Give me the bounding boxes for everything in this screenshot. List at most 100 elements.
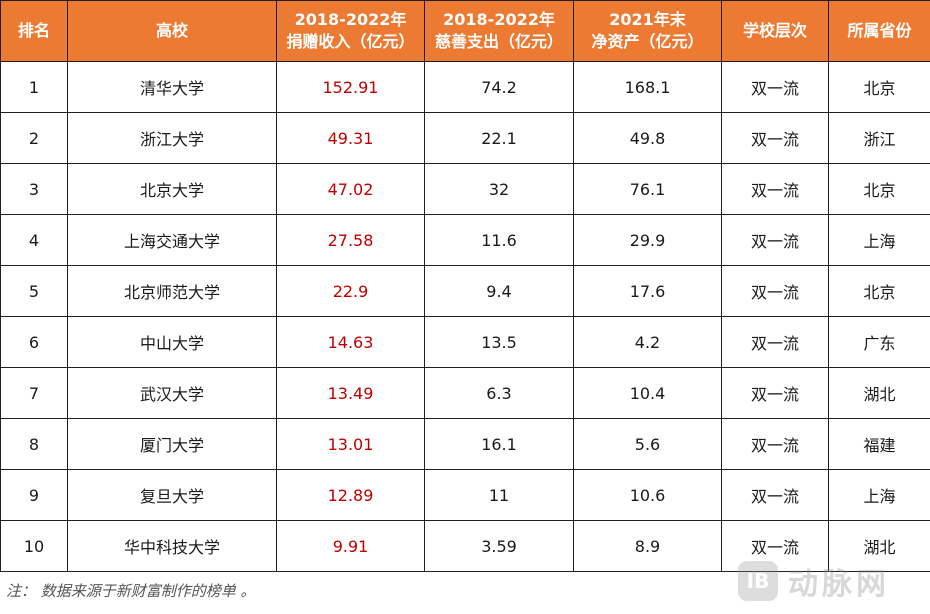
cell-assets: 4.2: [573, 316, 722, 368]
cell-school: 复旦大学: [67, 469, 277, 521]
cell-school: 武汉大学: [67, 367, 277, 419]
table-row: 7 武汉大学 13.49 6.3 10.4 双一流 湖北: [0, 367, 930, 419]
cell-rank: 5: [0, 265, 68, 317]
cell-level: 双一流: [721, 469, 829, 521]
table-row: 1 清华大学 152.91 74.2 168.1 双一流 北京: [0, 61, 930, 113]
cell-spending: 11.6: [424, 214, 574, 266]
cell-school: 厦门大学: [67, 418, 277, 470]
cell-level: 双一流: [721, 61, 829, 113]
table-row: 10 华中科技大学 9.91 3.59 8.9 双一流 湖北: [0, 520, 930, 572]
cell-assets: 76.1: [573, 163, 722, 215]
cell-rank: 3: [0, 163, 68, 215]
header-line: 2021年末: [609, 10, 686, 29]
cell-level: 双一流: [721, 265, 829, 317]
cell-donation: 47.02: [276, 163, 425, 215]
cell-rank: 4: [0, 214, 68, 266]
table-row: 4 上海交通大学 27.58 11.6 29.9 双一流 上海: [0, 214, 930, 266]
cell-assets: 10.4: [573, 367, 722, 419]
header-line: 捐赠收入（亿元）: [286, 32, 415, 51]
cell-spending: 6.3: [424, 367, 574, 419]
cell-assets: 17.6: [573, 265, 722, 317]
table-row: 5 北京师范大学 22.9 9.4 17.6 双一流 北京: [0, 265, 930, 317]
cell-spending: 22.1: [424, 112, 574, 164]
cell-school: 北京师范大学: [67, 265, 277, 317]
header-line: 高校: [155, 21, 188, 40]
cell-assets: 49.8: [573, 112, 722, 164]
cell-donation: 12.89: [276, 469, 425, 521]
header-school: 高校: [67, 0, 277, 62]
header-row: 排名 高校 2018-2022年 捐赠收入（亿元） 2018-2022年 慈善支出（…: [0, 0, 930, 62]
header-line: 所属省份: [847, 21, 912, 40]
cell-level: 双一流: [721, 316, 829, 368]
header-assets: 2021年末 净资产（亿元）: [573, 0, 722, 62]
table-row: 6 中山大学 14.63 13.5 4.2 双一流 广东: [0, 316, 930, 368]
cell-province: 浙江: [828, 112, 930, 164]
cell-province: 福建: [828, 418, 930, 470]
cell-spending: 11: [424, 469, 574, 521]
cell-spending: 32: [424, 163, 574, 215]
cell-spending: 74.2: [424, 61, 574, 113]
cell-province: 北京: [828, 163, 930, 215]
header-line: 学校层次: [742, 21, 807, 40]
cell-level: 双一流: [721, 418, 829, 470]
cell-province: 北京: [828, 265, 930, 317]
cell-rank: 7: [0, 367, 68, 419]
cell-province: 湖北: [828, 367, 930, 419]
cell-spending: 16.1: [424, 418, 574, 470]
header-line: 排名: [17, 21, 50, 40]
cell-school: 浙江大学: [67, 112, 277, 164]
ranking-table: 排名 高校 2018-2022年 捐赠收入（亿元） 2018-2022年 慈善支出（…: [0, 0, 930, 572]
cell-school: 清华大学: [67, 61, 277, 113]
cell-assets: 8.9: [573, 520, 722, 572]
header-line: 净资产（亿元）: [591, 32, 704, 51]
cell-rank: 1: [0, 61, 68, 113]
cell-rank: 8: [0, 418, 68, 470]
cell-rank: 9: [0, 469, 68, 521]
table-header: 排名 高校 2018-2022年 捐赠收入（亿元） 2018-2022年 慈善支出（…: [0, 0, 930, 62]
cell-province: 广东: [828, 316, 930, 368]
cell-level: 双一流: [721, 367, 829, 419]
header-rank: 排名: [0, 0, 68, 62]
cell-donation: 152.91: [276, 61, 425, 113]
cell-school: 华中科技大学: [67, 520, 277, 572]
cell-donation: 27.58: [276, 214, 425, 266]
cell-province: 上海: [828, 214, 930, 266]
cell-level: 双一流: [721, 112, 829, 164]
header-line: 慈善支出（亿元）: [434, 32, 563, 51]
cell-level: 双一流: [721, 214, 829, 266]
header-line: 2018-2022年: [443, 10, 555, 29]
watermark-text: 动脉网: [788, 567, 890, 602]
header-donation: 2018-2022年 捐赠收入（亿元）: [276, 0, 425, 62]
cell-donation: 49.31: [276, 112, 425, 164]
table-body: 1 清华大学 152.91 74.2 168.1 双一流 北京 2 浙江大学 49.31 22.1 4…: [0, 61, 930, 572]
cell-province: 北京: [828, 61, 930, 113]
cell-donation: 9.91: [276, 520, 425, 572]
cell-province: 上海: [828, 469, 930, 521]
header-level: 学校层次: [721, 0, 829, 62]
watermark: IB 动脉网: [738, 557, 924, 605]
header-spending: 2018-2022年 慈善支出（亿元）: [424, 0, 574, 62]
cell-donation: 13.01: [276, 418, 425, 470]
cell-assets: 5.6: [573, 418, 722, 470]
cell-assets: 168.1: [573, 61, 722, 113]
cell-rank: 2: [0, 112, 68, 164]
cell-province: 湖北: [828, 520, 930, 572]
cell-level: 双一流: [721, 163, 829, 215]
footer-note: 注： 数据来源于新财富制作的榜单 。: [6, 582, 256, 600]
cell-school: 上海交通大学: [67, 214, 277, 266]
table-row: 8 厦门大学 13.01 16.1 5.6 双一流 福建: [0, 418, 930, 470]
watermark-logo-icon: IB: [738, 561, 778, 601]
cell-rank: 10: [0, 520, 68, 572]
cell-donation: 22.9: [276, 265, 425, 317]
cell-donation: 13.49: [276, 367, 425, 419]
cell-assets: 29.9: [573, 214, 722, 266]
table-row: 2 浙江大学 49.31 22.1 49.8 双一流 浙江: [0, 112, 930, 164]
table-row: 9 复旦大学 12.89 11 10.6 双一流 上海: [0, 469, 930, 521]
cell-assets: 10.6: [573, 469, 722, 521]
header-province: 所属省份: [828, 0, 930, 62]
table-row: 3 北京大学 47.02 32 76.1 双一流 北京: [0, 163, 930, 215]
cell-school: 中山大学: [67, 316, 277, 368]
cell-donation: 14.63: [276, 316, 425, 368]
cell-spending: 9.4: [424, 265, 574, 317]
cell-school: 北京大学: [67, 163, 277, 215]
